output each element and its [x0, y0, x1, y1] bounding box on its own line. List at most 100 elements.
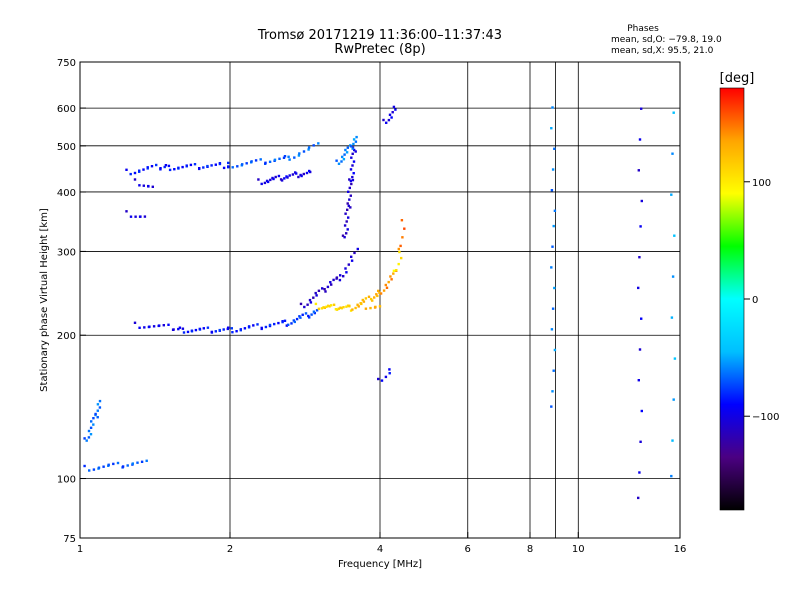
data-point [140, 460, 144, 463]
y-tick-label: 500 [57, 142, 76, 153]
data-point [299, 302, 303, 306]
data-point [112, 462, 115, 466]
x-tick-label: 6 [465, 544, 471, 555]
data-point [250, 160, 253, 163]
data-point [283, 177, 286, 180]
data-point [344, 212, 347, 215]
data-point [298, 315, 301, 318]
data-point [373, 296, 376, 299]
data-point [369, 297, 373, 301]
data-point [347, 263, 350, 266]
data-point [158, 324, 161, 327]
data-point [351, 147, 354, 150]
data-point [138, 169, 141, 172]
data-point [379, 292, 383, 295]
data-point [85, 439, 88, 442]
data-point [361, 298, 364, 302]
data-point [341, 234, 345, 237]
data-point [343, 224, 347, 227]
data-point [97, 466, 101, 469]
data-point [186, 330, 190, 334]
data-point [343, 153, 346, 156]
data-point [96, 403, 100, 406]
data-point [317, 142, 320, 145]
data-point [553, 209, 557, 212]
data-point [288, 174, 291, 177]
data-point [673, 234, 676, 237]
data-point [302, 150, 306, 153]
data-point [243, 327, 247, 330]
chart-subtitle: RwPretec (8p) [334, 42, 425, 57]
data-point [178, 326, 182, 329]
data-point [315, 294, 318, 297]
data-point [344, 148, 347, 152]
data-point [352, 142, 355, 146]
data-point [349, 179, 352, 183]
data-point [304, 312, 308, 315]
data-point [335, 159, 338, 162]
data-point [400, 256, 403, 260]
data-point [638, 348, 642, 351]
data-point [400, 219, 404, 222]
colorbar [719, 87, 745, 511]
data-point [235, 330, 238, 333]
data-point [343, 236, 346, 239]
x-tick-label: 10 [572, 544, 585, 555]
data-point [116, 461, 120, 465]
data-point [83, 437, 86, 440]
y-tick-label: 75 [63, 534, 76, 545]
data-point [552, 369, 555, 372]
data-point [397, 247, 400, 251]
data-point [302, 172, 305, 176]
data-point [150, 165, 154, 168]
data-point [342, 158, 346, 161]
data-point [672, 398, 675, 401]
data-point [189, 163, 193, 167]
data-point [252, 324, 255, 327]
data-point [306, 303, 309, 306]
axis-ticks: 1 2 4 6 8 10 16 75 100 200 300 400 500 600 750 [57, 58, 686, 555]
data-point [245, 162, 248, 165]
data-point [162, 324, 165, 327]
data-point [241, 163, 244, 166]
data-point [553, 348, 557, 352]
data-point [277, 174, 281, 178]
data-point [395, 269, 398, 272]
data-point [89, 426, 93, 429]
data-point [147, 185, 150, 188]
data-point [292, 319, 295, 322]
data-point [133, 321, 137, 324]
stats-line-o: mean, sd,O: −79.8, 19.0 [611, 35, 722, 45]
data-point [90, 420, 93, 423]
data-point [254, 159, 258, 162]
data-point [388, 372, 391, 375]
data-point [637, 496, 640, 500]
data-point [138, 184, 141, 187]
data-point [640, 107, 643, 110]
data-point [309, 301, 313, 304]
data-point [218, 328, 221, 332]
data-point [550, 328, 554, 331]
data-point [314, 302, 318, 306]
data-point [384, 283, 387, 287]
data-point [131, 462, 134, 465]
data-point [285, 175, 288, 178]
data-point [317, 307, 321, 310]
data-point [88, 469, 91, 472]
data-point [129, 172, 132, 176]
data-point [369, 306, 372, 310]
data-point [274, 175, 277, 179]
data-point [87, 429, 91, 433]
data-point [327, 304, 330, 307]
data-point [210, 164, 213, 167]
data-point [134, 215, 137, 218]
data-point [323, 288, 326, 291]
data-point [385, 286, 389, 289]
data-point [222, 328, 225, 331]
data-point [382, 118, 385, 122]
data-point [354, 150, 357, 153]
data-point [307, 314, 310, 318]
data-point [362, 300, 366, 303]
